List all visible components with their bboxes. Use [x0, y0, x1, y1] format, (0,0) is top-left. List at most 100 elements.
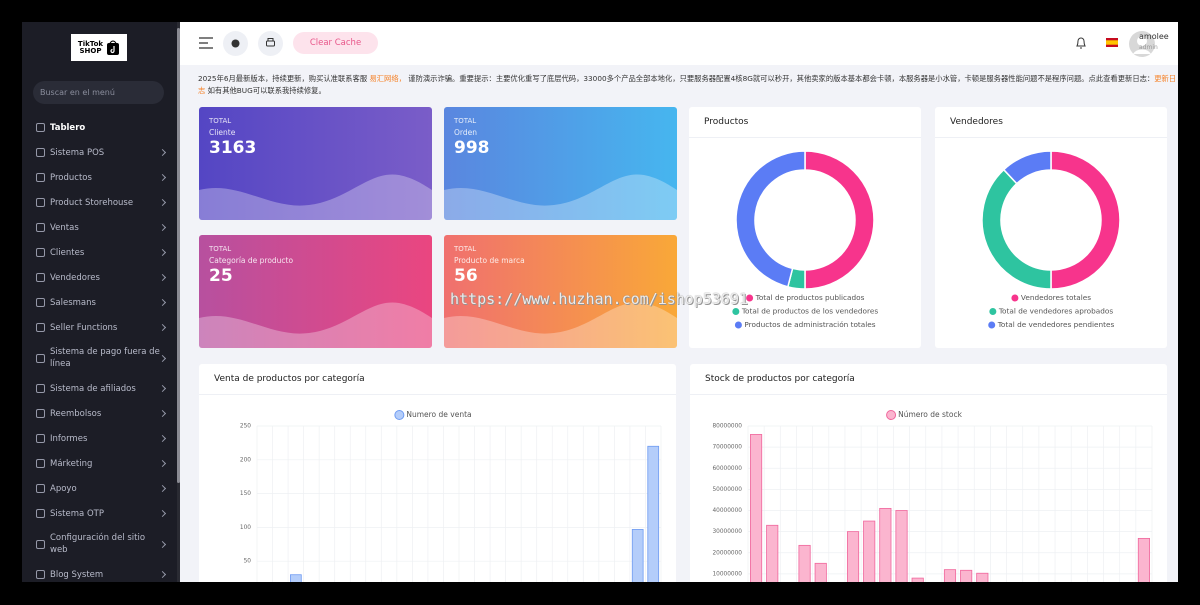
bar — [911, 577, 924, 582]
chart-title: Venta de productos por categoría — [214, 374, 365, 384]
card-divider — [199, 394, 676, 395]
logo-text: TikTok SHOP — [78, 40, 103, 55]
notice-link[interactable]: 更新日志 — [198, 74, 1177, 95]
menu-item[interactable]: Blog System — [22, 562, 177, 582]
stat-card[interactable]: TOTAL Categoría de producto 25 — [199, 235, 432, 348]
bar — [647, 445, 660, 582]
menu-chevron — [158, 384, 167, 393]
logo-sub: SHOP — [79, 46, 102, 55]
scroll-thumb[interactable] — [177, 28, 180, 483]
menu-label: Seller Functions — [50, 322, 118, 333]
menu-item[interactable]: Clientes — [22, 240, 177, 265]
clear-cache-button[interactable]: Clear Cache — [293, 32, 378, 54]
bar — [976, 572, 989, 582]
menu-chevron — [158, 173, 167, 182]
chart: Total de productos publicados Total de pr… — [732, 150, 878, 329]
scrollbar[interactable] — [177, 22, 180, 582]
menu-chevron — [158, 570, 167, 579]
menu-icon — [36, 409, 45, 418]
card-divider — [690, 394, 1167, 395]
notification-bell[interactable] — [1075, 36, 1087, 50]
chart-title: Stock de productos por categoría — [705, 374, 855, 384]
menu-item[interactable]: Márketing — [22, 451, 177, 476]
legend-label: Número de stock — [898, 410, 962, 419]
chart: Vendedores totales Total de vendedores ap… — [981, 150, 1121, 329]
menu-item[interactable]: Apoyo — [22, 476, 177, 501]
menu-chevron — [158, 354, 167, 362]
print-button[interactable] — [258, 31, 283, 56]
menu-item[interactable]: Seller Functions — [22, 315, 177, 340]
donut-segment — [1002, 150, 1052, 185]
chart-card: 50 100 150 200 250 Numero de venta Venta de pr… — [199, 364, 676, 582]
menu-toggle[interactable] — [198, 36, 214, 50]
chart: 50 100 150 200 250 Numero de venta — [240, 410, 662, 582]
menu-chevron — [158, 298, 167, 307]
notice-link[interactable]: 易汇网络， — [369, 74, 406, 83]
bar — [750, 434, 763, 582]
bar — [798, 544, 811, 582]
y-tick-label: 80000000 — [712, 424, 742, 430]
stat-card[interactable]: TOTAL Cliente 3163 — [199, 107, 432, 220]
menu-item[interactable]: Vendedores — [22, 265, 177, 290]
bar — [766, 524, 779, 582]
menu-search[interactable]: Buscar en el menú — [33, 81, 164, 104]
notice-text: 谨防演示诈骗。重要提示：主要优化重写了底层代码，33000多个产品全部本地化，只… — [405, 74, 1155, 83]
legend-swatch — [394, 410, 405, 420]
menu-item[interactable]: Informes — [22, 426, 177, 451]
flag-es[interactable] — [1106, 38, 1118, 47]
menu-item[interactable]: Product Storehouse — [22, 190, 177, 215]
donut-segment — [981, 168, 1052, 290]
menu-item[interactable]: Sistema de afiliados — [22, 376, 177, 401]
menu-icon — [36, 353, 45, 363]
menu-item[interactable]: Sistema POS — [22, 140, 177, 165]
card-divider — [935, 137, 1167, 138]
print-icon — [266, 38, 275, 47]
stat-card[interactable]: TOTAL Orden 998 — [444, 107, 677, 220]
menu-item[interactable]: Ventas — [22, 215, 177, 240]
menu-icon — [36, 298, 45, 307]
legend-label: Total de productos de los vendedores — [741, 307, 878, 316]
menu-label: Márketing — [50, 458, 93, 469]
menu-item[interactable]: Salesmans — [22, 290, 177, 315]
avatar[interactable] — [1128, 30, 1156, 58]
bar — [943, 569, 957, 582]
y-tick-label: 150 — [240, 491, 251, 497]
notice-text: 2025年6月最新版本，持续更新，购买认准联系客服 — [198, 74, 370, 83]
wave — [199, 302, 432, 348]
menu-item[interactable]: Configuración del sitio web — [22, 526, 177, 562]
chart-title: Productos — [704, 117, 749, 127]
menu-icon — [36, 484, 45, 493]
legend-swatch — [988, 321, 996, 329]
stat-label: TOTAL — [454, 117, 477, 125]
menu-icon — [36, 198, 45, 207]
menu-item[interactable]: Tablero — [22, 115, 177, 140]
legend-swatch — [732, 308, 740, 315]
menu-item[interactable]: Sistema de pago fuera de línea — [22, 340, 177, 376]
logo[interactable]: TikTok SHOP — [71, 34, 127, 61]
y-tick-label: 60000000 — [712, 466, 742, 472]
wave — [444, 174, 677, 220]
chart-card: Vendedores totales Total de vendedores ap… — [935, 107, 1167, 348]
menu-icon — [36, 459, 45, 468]
y-tick-label: 100 — [240, 525, 251, 531]
stat-wave — [199, 174, 432, 220]
menu-item[interactable]: Reembolsos — [22, 401, 177, 426]
language-button[interactable] — [223, 31, 248, 56]
menu-item[interactable]: Productos — [22, 165, 177, 190]
bar — [879, 507, 892, 582]
menu-label: Clientes — [50, 247, 85, 258]
menu-label: Blog System — [50, 569, 104, 580]
chart-title: Vendedores — [950, 117, 1003, 127]
menu-label: Tablero — [50, 122, 86, 133]
bar — [1137, 537, 1150, 582]
menu-chevron — [158, 484, 167, 493]
bar — [290, 574, 302, 582]
menu-chevron — [158, 223, 167, 232]
bar — [895, 510, 908, 582]
y-tick-label: 30000000 — [712, 529, 742, 535]
menu-icon — [36, 539, 45, 549]
legend-swatch — [734, 321, 742, 329]
stat-card[interactable]: TOTAL Producto de marca 56 — [444, 235, 677, 348]
menu-item[interactable]: Sistema OTP — [22, 501, 177, 526]
